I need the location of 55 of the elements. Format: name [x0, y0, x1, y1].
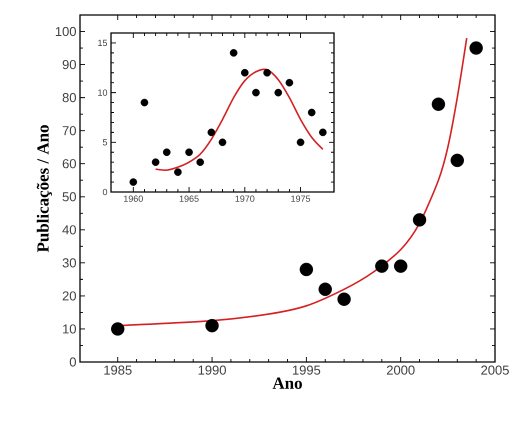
y-tick-label: 5 — [102, 139, 108, 146]
y-tick-label: 10 — [98, 89, 108, 96]
point — [196, 158, 204, 166]
y-tick-label: 90 — [62, 60, 76, 70]
point — [300, 262, 314, 276]
point — [205, 318, 219, 332]
point — [208, 128, 216, 136]
y-tick-label: 60 — [62, 159, 76, 168]
x-tick-label: 2000 — [386, 366, 415, 375]
point — [450, 154, 464, 168]
point — [230, 49, 238, 57]
point — [394, 259, 408, 273]
y-tick-label: 20 — [62, 291, 76, 300]
y-tick-label: 30 — [62, 258, 76, 268]
point — [319, 128, 327, 136]
x-axis-title: Ano — [272, 378, 302, 389]
y-tick-label: 100 — [56, 26, 76, 36]
point — [111, 322, 124, 336]
y-tick-label: 50 — [62, 192, 76, 202]
y-tick-label: 70 — [62, 126, 76, 136]
y-tick-label: 10 — [63, 324, 76, 334]
point — [140, 98, 148, 106]
point — [337, 292, 351, 306]
x-tick-label: 1970 — [236, 196, 254, 202]
x-tick-label: 1975 — [291, 196, 310, 202]
x-tick-label: 1965 — [180, 196, 199, 202]
point — [318, 282, 332, 296]
y-axis-title: Publicações / Ano — [36, 125, 52, 252]
point — [263, 68, 271, 77]
point — [375, 259, 389, 273]
y-tick-label: 15 — [98, 40, 108, 46]
x-tick-label: 2005 — [481, 366, 509, 375]
point — [152, 158, 160, 166]
y-tick-label: 0 — [102, 188, 108, 196]
x-tick-label: 1985 — [104, 366, 132, 375]
point — [130, 178, 138, 186]
point — [162, 148, 171, 156]
point — [252, 88, 260, 96]
point — [432, 98, 446, 111]
point — [174, 168, 182, 176]
point — [308, 108, 316, 116]
x-tick-label: 1995 — [292, 366, 320, 375]
point — [412, 213, 426, 227]
point — [185, 148, 193, 156]
y-tick-label: 40 — [62, 225, 76, 234]
point — [296, 138, 304, 146]
point — [469, 41, 483, 55]
x-tick-label: 1990 — [198, 366, 226, 375]
y-tick-label: 0 — [70, 357, 76, 367]
x-tick-label: 1960 — [124, 196, 143, 202]
point — [286, 78, 294, 86]
point — [218, 138, 226, 146]
point — [241, 68, 249, 77]
y-tick-label: 80 — [62, 93, 76, 102]
point — [274, 88, 282, 96]
